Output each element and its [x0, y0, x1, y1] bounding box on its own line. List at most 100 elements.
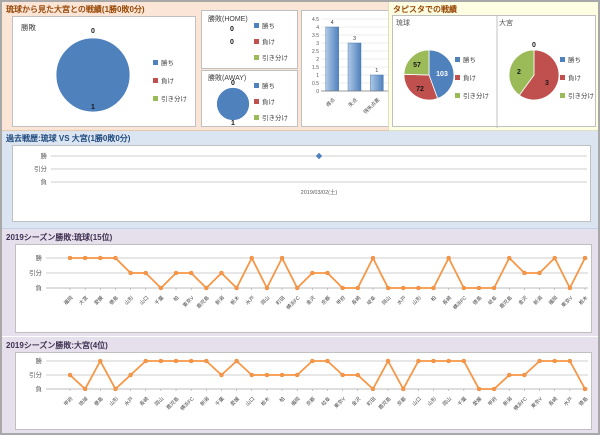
svg-text:岐阜: 岐阜 — [365, 294, 377, 306]
svg-text:1: 1 — [316, 73, 319, 79]
legend-item: 負け — [254, 33, 288, 49]
svg-text:栃木: 栃木 — [577, 294, 589, 306]
legend-swatch — [153, 95, 158, 101]
svg-text:1: 1 — [375, 68, 378, 74]
section-past-history: 過去戦歴:琉球 VS 大宮(1勝0敗0分) 勝引分負 2019/03/02(土) — [2, 131, 598, 229]
svg-text:福岡: 福岡 — [290, 395, 302, 407]
legend-label: 引き分け — [568, 93, 594, 100]
svg-text:0: 0 — [230, 26, 234, 33]
svg-text:水戸: 水戸 — [244, 294, 256, 306]
svg-text:引分: 引分 — [29, 268, 43, 277]
svg-text:柏: 柏 — [172, 294, 180, 302]
svg-text:勝: 勝 — [36, 253, 43, 262]
svg-text:大宮: 大宮 — [78, 294, 90, 306]
home-winloss-pie-chart: 00 — [230, 26, 234, 46]
svg-text:負: 負 — [41, 177, 48, 186]
svg-text:甲府: 甲府 — [335, 294, 347, 306]
legend-label: 負け — [568, 75, 581, 82]
tapista-title: タピスタでの戦績 — [393, 5, 457, 14]
legend-label: 引き分け — [262, 115, 288, 122]
svg-text:京都: 京都 — [320, 294, 332, 306]
svg-text:柏: 柏 — [429, 294, 437, 302]
omiya-season-chart-box: 勝引分負甲府 琉球 徳島 山形 水戸 長崎 岡山 鹿児島 横浜FC 新潟 千葉 愛媛 山口 栃木柏福岡 京都… — [15, 352, 592, 430]
svg-text:福岡: 福岡 — [547, 294, 559, 306]
legend-label: 勝ち — [463, 57, 476, 64]
svg-text:引分: 引分 — [29, 370, 43, 379]
omiya-season-line-chart: 勝引分負甲府 琉球 徳島 山形 水戸 長崎 岡山 鹿児島 横浜FC 新潟 千葉 愛媛 山口 栃木柏福岡 京都… — [29, 356, 589, 412]
svg-text:1: 1 — [231, 120, 235, 127]
svg-text:町田: 町田 — [275, 295, 286, 306]
svg-text:勝: 勝 — [36, 356, 43, 365]
svg-text:長崎: 長崎 — [350, 294, 362, 306]
svg-text:0.5: 0.5 — [312, 81, 319, 87]
svg-text:横浜FC: 横浜FC — [285, 294, 302, 311]
svg-text:水戸: 水戸 — [396, 294, 408, 306]
svg-text:岡山: 岡山 — [259, 294, 271, 306]
svg-text:愛媛: 愛媛 — [229, 395, 241, 407]
svg-text:岐阜: 岐阜 — [487, 294, 499, 306]
overall-pie-title: 勝敗 — [21, 23, 36, 32]
legend-swatch — [560, 56, 565, 62]
svg-text:新潟: 新潟 — [214, 294, 226, 306]
legend-item: 引き分け — [153, 89, 187, 107]
svg-text:町田: 町田 — [366, 396, 377, 407]
home-pie-legend: 勝ち 負け 引き分け — [254, 17, 288, 65]
legend-label: 引き分け — [463, 93, 489, 100]
legend-swatch — [455, 74, 460, 80]
svg-text:東京V: 東京V — [530, 395, 545, 410]
legend-label: 引き分け — [262, 55, 288, 62]
svg-text:徳島: 徳島 — [577, 395, 589, 407]
svg-text:2019/03/02(土): 2019/03/02(土) — [301, 188, 338, 196]
ryukyu-season-title: 2019シーズン勝敗:琉球(15位) — [6, 233, 113, 242]
svg-text:失点: 失点 — [347, 96, 359, 108]
tapista-pie-charts: 57 103 72 0 2 3 — [403, 16, 560, 128]
svg-text:3: 3 — [316, 41, 319, 47]
svg-text:栃木: 栃木 — [259, 395, 271, 407]
svg-text:愛媛: 愛媛 — [93, 294, 105, 306]
legend-swatch — [153, 77, 158, 83]
svg-text:1.5: 1.5 — [312, 65, 319, 71]
history-title: 過去戦歴:琉球 VS 大宮(1勝0敗0分) — [6, 134, 131, 143]
svg-text:0: 0 — [91, 28, 95, 35]
omiya-season-title: 2019シーズン勝敗:大宮(4位) — [6, 341, 108, 350]
svg-text:金沢: 金沢 — [517, 294, 529, 306]
svg-text:鹿児島: 鹿児島 — [195, 294, 211, 310]
svg-text:72: 72 — [416, 86, 424, 93]
svg-text:103: 103 — [436, 71, 448, 78]
section-ryukyu-season: 2019シーズン勝敗:琉球(15位) 勝引分負福岡 大宮 愛媛 徳島 山形 山口 千葉柏東京… — [2, 229, 598, 337]
svg-text:徳島: 徳島 — [93, 395, 105, 407]
legend-label: 勝ち — [262, 23, 275, 30]
legend-swatch — [560, 92, 565, 98]
svg-text:山口: 山口 — [244, 395, 256, 407]
legend-item: 勝ち — [254, 17, 288, 33]
legend-item: 勝ち — [560, 50, 594, 68]
svg-text:新潟: 新潟 — [502, 395, 514, 407]
svg-text:勝: 勝 — [41, 151, 48, 160]
svg-text:鹿児島: 鹿児島 — [165, 395, 181, 411]
svg-text:徳島: 徳島 — [108, 294, 120, 306]
svg-text:横浜FC: 横浜FC — [451, 294, 468, 311]
legend-label: 負け — [262, 39, 275, 46]
section-omiya-season: 2019シーズン勝敗:大宮(4位) 勝引分負甲府 琉球 徳島 山形 水戸 長崎 岡山 鹿児島横… — [2, 337, 598, 433]
svg-text:水戸: 水戸 — [123, 395, 135, 407]
svg-text:0: 0 — [230, 39, 234, 46]
tapista-left-label: 琉球 — [396, 20, 410, 27]
ryukyu-season-line-chart: 勝引分負福岡 大宮 愛媛 徳島 山形 山口 千葉柏東京V 鹿児島 新潟 栃木 水戸 岡山 町田 横浜FC 金… — [29, 253, 589, 311]
legend-item: 負け — [254, 93, 288, 109]
legend-item: 引き分け — [560, 86, 594, 104]
svg-text:水戸: 水戸 — [562, 395, 574, 407]
svg-text:引分: 引分 — [34, 164, 48, 173]
svg-text:京都: 京都 — [396, 395, 408, 407]
tapista-omiya-legend: 勝ち 負け 引き分け — [560, 50, 594, 104]
away-pie-title: 勝敗(AWAY) — [208, 75, 247, 82]
svg-text:0: 0 — [532, 42, 536, 49]
svg-text:千葉: 千葉 — [456, 395, 468, 407]
svg-text:岡山: 岡山 — [153, 395, 165, 407]
svg-text:千葉: 千葉 — [214, 395, 226, 407]
svg-text:長崎: 長崎 — [441, 294, 453, 306]
svg-text:3: 3 — [545, 80, 549, 87]
legend-swatch — [254, 54, 259, 60]
